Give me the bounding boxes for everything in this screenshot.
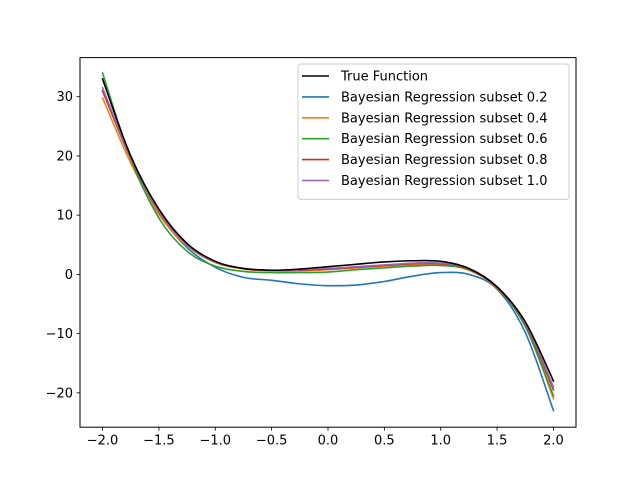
x-tick-label: −0.5 — [256, 434, 288, 449]
y-tick-label: 10 — [56, 209, 73, 224]
legend-label-2: Bayesian Regression subset 0.4 — [341, 111, 547, 126]
y-axis: −20 −10 0 10 20 30 — [46, 90, 80, 401]
y-tick-label: 20 — [56, 149, 73, 164]
series-line-0 — [101, 77, 555, 383]
legend-label-1: Bayesian Regression subset 0.2 — [341, 90, 547, 105]
legend-label-5: Bayesian Regression subset 1.0 — [341, 174, 547, 189]
y-tick-label: −10 — [46, 327, 73, 342]
x-tick-label: 0.5 — [374, 434, 395, 449]
series-layer — [101, 71, 555, 412]
legend-label-0: True Function — [340, 70, 428, 85]
x-tick-label: 0.0 — [318, 434, 339, 449]
x-tick-label: 2.0 — [543, 434, 564, 449]
x-tick-label: −1.5 — [143, 434, 175, 449]
x-tick-label: 1.0 — [430, 434, 451, 449]
x-tick-label: 1.5 — [487, 434, 508, 449]
legend-box — [297, 63, 570, 200]
legend-label-4: Bayesian Regression subset 0.8 — [341, 153, 547, 168]
y-tick-label: 0 — [65, 268, 73, 283]
legend: True Function Bayesian Regression subset … — [297, 63, 570, 200]
x-tick-label: −2.0 — [87, 434, 119, 449]
legend-label-3: Bayesian Regression subset 0.6 — [341, 132, 547, 147]
x-tick-label: −1.0 — [199, 434, 231, 449]
y-tick-label: −20 — [46, 386, 73, 401]
x-axis: −2.0 −1.5 −1.0 −0.5 0.0 0.5 1.0 1.5 2.0 — [87, 427, 564, 449]
y-tick-label: 30 — [56, 90, 73, 105]
